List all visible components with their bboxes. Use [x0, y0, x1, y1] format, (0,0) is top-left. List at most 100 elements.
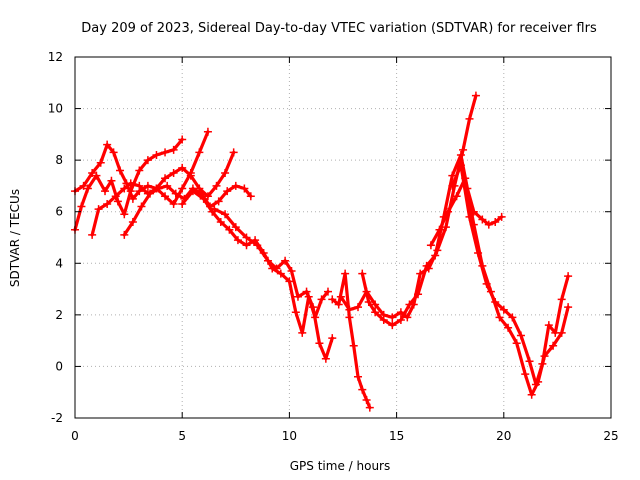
data-point-marker [349, 341, 358, 350]
data-point-marker [186, 171, 195, 180]
data-point-marker [161, 174, 170, 183]
data-point-marker [216, 218, 225, 227]
data-point-marker [103, 199, 112, 208]
data-point-marker [444, 207, 453, 216]
data-point-marker [495, 313, 504, 322]
data-point-marker [272, 264, 281, 273]
data-point-marker [465, 114, 474, 123]
data-point-marker [195, 148, 204, 157]
data-point-marker [135, 166, 144, 175]
data-point-marker [77, 202, 86, 211]
data-point-marker [388, 321, 397, 330]
data-point-marker [531, 380, 540, 389]
data-point-marker [459, 145, 468, 154]
data-series [71, 91, 573, 412]
data-point-marker [221, 210, 230, 219]
data-point-marker [240, 184, 249, 193]
data-point-marker [169, 145, 178, 154]
grid-lines [75, 57, 611, 418]
data-point-marker [113, 197, 122, 206]
data-point-marker [508, 313, 517, 322]
data-point-marker [405, 300, 414, 309]
y-tick-label: 10 [48, 102, 63, 116]
data-point-marker [171, 189, 180, 198]
x-tick-label: 20 [496, 429, 511, 443]
data-point-marker [128, 194, 137, 203]
data-point-marker [276, 269, 285, 278]
data-point-marker [246, 192, 255, 201]
data-point-marker [315, 339, 324, 348]
data-point-marker [281, 256, 290, 265]
data-point-marker [94, 205, 103, 214]
data-point-marker [302, 287, 311, 296]
data-point-marker [452, 192, 461, 201]
data-point-marker [223, 187, 232, 196]
x-tick-label: 5 [178, 429, 186, 443]
data-point-marker [448, 181, 457, 190]
y-tick-label: 2 [55, 308, 63, 322]
x-tick-label: 10 [282, 429, 297, 443]
data-point-marker [128, 218, 137, 227]
data-point-marker [169, 199, 178, 208]
data-point-marker [169, 169, 178, 178]
data-point-marker [544, 321, 553, 330]
data-point-marker [491, 297, 500, 306]
data-point-marker [403, 313, 412, 322]
series-markers-satellite-track-6 [210, 205, 337, 363]
data-point-marker [396, 316, 405, 325]
series-markers-satellite-track-11 [448, 161, 573, 389]
data-point-marker [225, 225, 234, 234]
data-point-marker [242, 233, 251, 242]
data-point-marker [231, 223, 240, 232]
data-point-marker [143, 181, 152, 190]
data-point-marker [431, 251, 440, 260]
y-tick-label: 4 [55, 256, 63, 270]
data-point-marker [178, 135, 187, 144]
data-point-marker [143, 156, 152, 165]
data-point-marker [152, 150, 161, 159]
data-point-marker [379, 316, 388, 325]
data-point-marker [345, 305, 354, 314]
data-point-marker [109, 148, 118, 157]
data-point-marker [371, 300, 380, 309]
data-point-marker [107, 176, 116, 185]
data-point-marker [323, 287, 332, 296]
x-tick-label: 25 [603, 429, 618, 443]
y-tick-label: 8 [55, 153, 63, 167]
data-point-marker [214, 197, 223, 206]
series-markers-satellite-track-9 [358, 150, 506, 330]
data-point-marker [96, 158, 105, 167]
data-point-marker [557, 295, 566, 304]
series-line-satellite-track-10 [429, 176, 570, 397]
x-axis-label: GPS time / hours [290, 459, 391, 473]
data-point-marker [441, 223, 450, 232]
data-point-marker [88, 169, 97, 178]
data-point-marker [111, 192, 120, 201]
series-markers-satellite-track-7 [328, 269, 374, 412]
data-point-marker [161, 148, 170, 157]
data-point-marker [504, 323, 513, 332]
data-point-marker [229, 148, 238, 157]
x-tick-label: 0 [71, 429, 79, 443]
data-point-marker [253, 241, 262, 250]
data-point-marker [465, 212, 474, 221]
data-point-marker [163, 181, 172, 190]
data-point-marker [471, 91, 480, 100]
data-point-marker [135, 181, 144, 190]
data-point-marker [354, 372, 363, 381]
data-point-marker [308, 303, 317, 312]
data-point-marker [178, 199, 187, 208]
data-point-marker [388, 313, 397, 322]
data-point-marker [482, 279, 491, 288]
data-point-marker [120, 210, 129, 219]
data-point-marker [551, 328, 560, 337]
data-point-marker [426, 241, 435, 250]
data-point-marker [101, 187, 110, 196]
data-point-marker [321, 354, 330, 363]
series-line-satellite-track-3 [90, 150, 236, 237]
data-point-marker [79, 181, 88, 190]
data-point-marker [527, 390, 536, 399]
data-point-marker [358, 385, 367, 394]
data-point-marker [126, 179, 135, 188]
